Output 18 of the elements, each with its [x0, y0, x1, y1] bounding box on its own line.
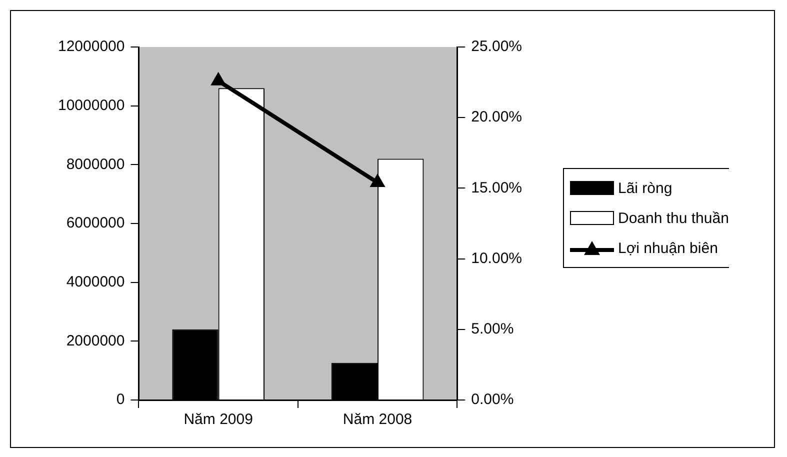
x-tick-label: Năm 2009: [184, 411, 253, 428]
y-tick-label: 0: [116, 391, 125, 408]
y2-tick-label: 25.00%: [471, 38, 522, 56]
legend-label: Lợi nhuận biên: [618, 240, 718, 256]
y-tick-label: 2000000: [66, 332, 125, 350]
y-tick-label: 6000000: [66, 214, 125, 232]
y-tick-label: 8000000: [66, 156, 125, 173]
y-tick-label: 10000000: [58, 96, 125, 114]
y2-tick-label: 0.00%: [471, 391, 514, 408]
y2-tick-label: 15.00%: [471, 179, 522, 196]
legend-label: Lãi ròng: [618, 180, 672, 196]
x-tick-label: Năm 2008: [342, 411, 412, 428]
y-tick-label: 12000000: [58, 38, 125, 56]
y2-tick-label: 5.00%: [471, 320, 514, 338]
y2-tick-label: 20.00%: [471, 108, 522, 126]
legend-label: Doanh thu thuần: [618, 210, 729, 226]
y-tick-label: 4000000: [66, 273, 125, 290]
y2-tick-label: 10.00%: [471, 250, 522, 267]
